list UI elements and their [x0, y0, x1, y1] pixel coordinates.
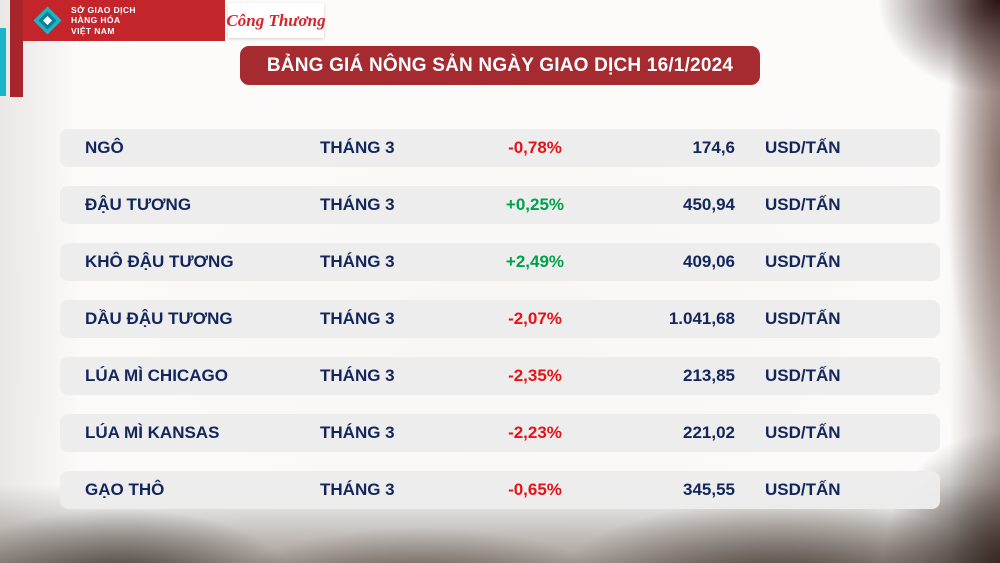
commodity-name: DẦU ĐẬU TƯƠNG [85, 309, 233, 328]
contract-month: THÁNG 3 [320, 309, 395, 328]
contract-month: THÁNG 3 [320, 252, 395, 271]
change-percent: +0,25% [505, 195, 565, 214]
table-row: ĐẬU TƯƠNG THÁNG 3 +0,25% 450,94 USD/TẤN [60, 186, 940, 224]
contract-month: THÁNG 3 [320, 195, 395, 214]
table-row: LÚA MÌ KANSAS THÁNG 3 -2,23% 221,02 USD/… [60, 414, 940, 452]
table-row: KHÔ ĐẬU TƯƠNG THÁNG 3 +2,49% 409,06 USD/… [60, 243, 940, 281]
price-value: 213,85 [683, 366, 735, 385]
table-row: DẦU ĐẬU TƯƠNG THÁNG 3 -2,07% 1.041,68 US… [60, 300, 940, 338]
price-unit: USD/TẤN [765, 366, 841, 385]
commodity-name: KHÔ ĐẬU TƯƠNG [85, 252, 234, 271]
price-unit: USD/TẤN [765, 252, 841, 271]
contract-month: THÁNG 3 [320, 423, 395, 442]
commodity-name: NGÔ [85, 138, 124, 157]
price-value: 345,55 [683, 480, 735, 499]
price-unit: USD/TẤN [765, 480, 841, 499]
table-row: NGÔ THÁNG 3 -0,78% 174,6 USD/TẤN [60, 129, 940, 167]
contract-month: THÁNG 3 [320, 366, 395, 385]
exchange-name-line-2: HÀNG HÓA [71, 15, 121, 26]
change-percent: +2,49% [505, 252, 565, 271]
left-red-accent-bar [10, 0, 23, 97]
commodity-name: LÚA MÌ KANSAS [85, 423, 220, 442]
title-banner: BẢNG GIÁ NÔNG SẢN NGÀY GIAO DỊCH 16/1/20… [240, 46, 760, 85]
price-value: 409,06 [683, 252, 735, 271]
change-percent: -2,23% [508, 423, 562, 442]
price-value: 174,6 [692, 138, 735, 157]
congthuong-logo: Công Thương [226, 3, 326, 38]
congthuong-logo-text: Công Thương [226, 10, 326, 30]
left-cyan-accent-bar [0, 28, 6, 96]
price-unit: USD/TẤN [765, 309, 841, 328]
mxv-logo-banner: SỞ GIAO DỊCH HÀNG HÓA VIỆT NAM [23, 0, 225, 41]
exchange-name: SỞ GIAO DỊCH HÀNG HÓA VIỆT NAM [71, 5, 136, 37]
exchange-name-line-3: VIỆT NAM [71, 25, 115, 36]
price-unit: USD/TẤN [765, 195, 841, 214]
price-value: 1.041,68 [668, 309, 735, 328]
commodity-name: GẠO THÔ [85, 480, 165, 499]
price-value: 450,94 [683, 195, 735, 214]
price-unit: USD/TẤN [765, 138, 841, 157]
mxv-diamond-logo-icon [31, 4, 64, 37]
commodity-name: ĐẬU TƯƠNG [85, 195, 192, 214]
change-percent: -0,78% [508, 138, 562, 157]
table-row: LÚA MÌ CHICAGO THÁNG 3 -2,35% 213,85 USD… [60, 357, 940, 395]
exchange-name-line-1: SỞ GIAO DỊCH [71, 4, 136, 15]
change-percent: -0,65% [508, 480, 562, 499]
contract-month: THÁNG 3 [320, 138, 395, 157]
contract-month: THÁNG 3 [320, 480, 395, 499]
page-title: BẢNG GIÁ NÔNG SẢN NGÀY GIAO DỊCH 16/1/20… [266, 54, 734, 76]
change-percent: -2,07% [508, 309, 562, 328]
commodity-name: LÚA MÌ CHICAGO [85, 366, 228, 385]
change-percent: -2,35% [508, 366, 562, 385]
price-table: NGÔ THÁNG 3 -0,78% 174,6 USD/TẤN ĐẬU TƯƠ… [60, 129, 940, 528]
price-unit: USD/TẤN [765, 423, 841, 442]
price-value: 221,02 [683, 423, 735, 442]
table-row: GẠO THÔ THÁNG 3 -0,65% 345,55 USD/TẤN [60, 471, 940, 509]
